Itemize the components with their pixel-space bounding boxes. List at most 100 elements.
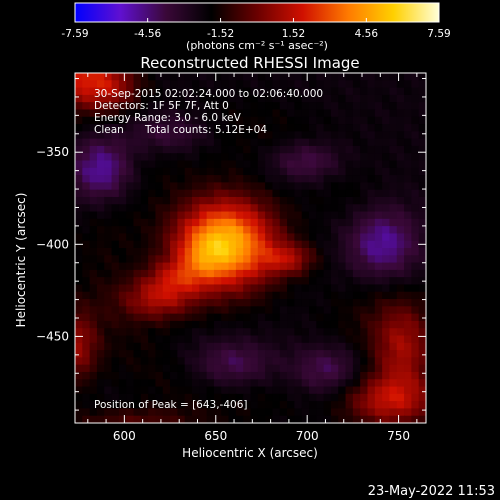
heatmap-pixel [287,328,295,337]
heatmap-pixel [345,277,354,286]
heatmap-pixel [184,335,193,344]
heatmap-pixel [352,138,361,147]
heatmap-pixel [418,284,426,293]
heatmap-pixel [148,80,157,89]
heatmap-pixel [155,182,164,191]
heatmap-pixel [184,175,193,183]
heatmap-pixel [162,73,171,81]
heatmap-pixel [140,364,149,373]
heatmap-pixel [345,226,354,235]
heatmap-pixel [111,328,120,337]
heatmap-pixel [126,204,135,213]
heatmap-pixel [184,277,193,286]
heatmap-pixel [418,408,426,417]
heatmap-pixel [111,175,120,183]
heatmap-pixel [265,80,274,89]
heatmap-pixel [345,124,354,132]
heatmap-pixel [162,306,171,315]
heatmap-pixel [140,335,149,344]
heatmap-pixel [111,116,120,125]
heatmap-pixel [170,87,178,96]
heatmap-pixel [294,116,303,125]
heatmap-pixel [140,386,149,395]
heatmap-pixel [162,320,171,329]
heatmap-pixel [301,233,310,242]
heatmap-pixel [360,138,369,147]
heatmap-pixel [338,211,347,220]
heatmap-pixel [206,255,215,264]
heatmap-pixel [162,211,171,220]
heatmap-pixel [287,371,295,380]
heatmap-pixel [228,189,237,198]
heatmap-pixel [272,393,281,402]
heatmap-pixel [257,87,266,96]
heatmap-pixel [221,357,230,366]
heatmap-pixel [75,167,83,176]
heatmap-pixel [118,218,127,227]
heatmap-pixel [140,160,149,169]
x-tick-label: 700 [296,429,319,443]
heatmap-pixel [213,364,222,373]
heatmap-pixel [316,262,325,271]
heatmap-pixel [228,415,237,423]
heatmap-pixel [279,328,288,337]
heatmap-pixel [155,255,164,264]
heatmap-pixel [382,328,391,337]
heatmap-pixel [155,160,164,169]
heatmap-pixel [345,248,354,256]
heatmap-pixel [162,160,171,169]
heatmap-pixel [382,364,391,373]
heatmap-pixel [75,415,83,423]
heatmap-pixel [411,269,420,278]
heatmap-pixel [213,138,222,147]
heatmap-pixel [213,102,222,111]
heatmap-pixel [184,145,193,154]
heatmap-pixel [96,291,105,300]
heatmap-pixel [367,364,376,373]
heatmap-pixel [404,94,412,103]
heatmap-pixel [330,226,339,235]
heatmap-pixel [133,153,142,162]
heatmap-pixel [330,153,339,162]
heatmap-pixel [82,124,91,132]
heatmap-pixel [279,182,288,191]
heatmap-pixel [133,204,142,213]
heatmap-pixel [170,393,178,402]
heatmap-pixel [206,393,215,402]
heatmap-pixel [162,204,171,213]
heatmap-pixel [374,204,383,213]
heatmap-pixel [162,116,171,125]
heatmap-pixel [294,109,303,118]
heatmap-pixel [213,175,222,183]
heatmap-pixel [389,167,398,176]
heatmap-pixel [228,350,237,358]
heatmap-pixel [206,87,215,96]
heatmap-pixel [418,182,426,191]
heatmap-pixel [367,116,376,125]
heatmap-pixel [360,80,369,89]
heatmap-pixel [155,102,164,111]
heatmap-pixel [250,182,259,191]
heatmap-pixel [279,211,288,220]
heatmap-pixel [287,306,295,315]
heatmap-pixel [301,386,310,395]
heatmap-pixel [396,357,405,366]
heatmap-pixel [235,393,244,402]
heatmap-pixel [345,371,354,380]
heatmap-pixel [126,73,135,81]
heatmap-pixel [360,408,369,417]
heatmap-pixel [206,284,215,293]
heatmap-pixel [118,102,127,111]
heatmap-pixel [177,328,186,337]
heatmap-pixel [213,80,222,89]
heatmap-pixel [352,109,361,118]
heatmap-pixel [330,124,339,132]
heatmap-pixel [192,73,200,81]
heatmap-pixel [330,189,339,198]
heatmap-pixel [148,87,157,96]
heatmap-pixel [294,284,303,293]
heatmap-pixel [221,138,230,147]
heatmap-pixel [396,102,405,111]
heatmap-pixel [118,73,127,81]
heatmap-pixel [352,175,361,183]
